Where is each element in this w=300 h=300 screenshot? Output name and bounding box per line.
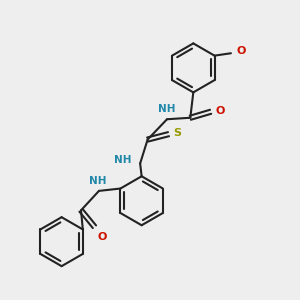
Text: NH: NH: [114, 155, 132, 165]
Text: O: O: [215, 106, 225, 116]
Text: S: S: [173, 128, 181, 138]
Text: NH: NH: [158, 104, 175, 114]
Text: NH: NH: [89, 176, 106, 185]
Text: O: O: [98, 232, 107, 242]
Text: O: O: [236, 46, 246, 56]
